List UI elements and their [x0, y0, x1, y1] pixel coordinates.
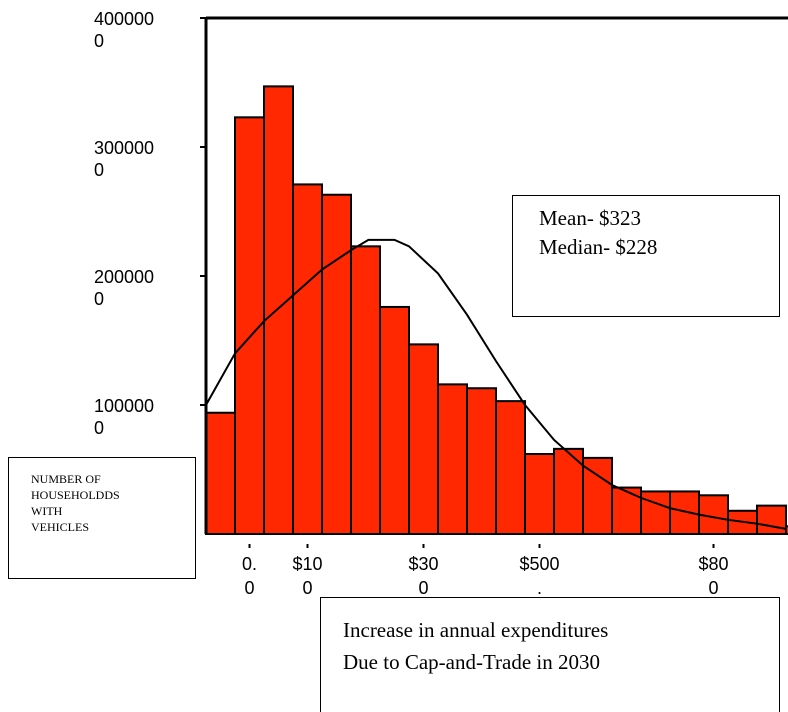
histogram-bar: [495, 400, 526, 535]
x-axis-label-line-1: Increase in annual expenditures: [343, 618, 609, 642]
x-tick-label: $30 0: [408, 554, 439, 598]
histogram-bar: [611, 486, 642, 535]
y-tick-label: 200000 0: [94, 267, 155, 309]
x-axis-label-line-2: Due to Cap-and-Trade in 2030: [343, 650, 601, 674]
histogram-bar: [263, 85, 294, 536]
x-tick-label: $10 0: [292, 554, 323, 598]
histogram-bars: [205, 85, 788, 536]
histogram-bar: [756, 504, 787, 535]
y-tick-label: 100000 0: [94, 396, 155, 438]
histogram-bar: [292, 183, 323, 535]
y-tick-label: 300000 0: [94, 138, 155, 180]
x-tick-label: 0. 0: [241, 554, 257, 598]
histogram-bar: [524, 453, 555, 535]
median-label: Median- $228: [539, 235, 658, 259]
x-tick-marks: [248, 544, 715, 548]
mean-label: Mean- $323: [539, 206, 642, 230]
x-axis-label-box: Increase in annual expenditures Due to C…: [320, 597, 780, 712]
x-tick-label: $80 0: [698, 554, 729, 598]
histogram-bar: [437, 383, 468, 535]
histogram-bar: [466, 387, 497, 536]
x-tick-label: $500 .: [519, 554, 560, 598]
distribution-curve: [205, 238, 787, 530]
histogram-bar: [640, 490, 671, 535]
histogram-bar: [785, 525, 788, 536]
y-tick-label: 400000 0: [94, 9, 155, 51]
histogram-bar: [408, 343, 439, 535]
y-axis-label: NUMBER OF HOUSEHOLDDS WITH VEHICLES: [8, 457, 196, 579]
histogram-bar: [205, 411, 236, 535]
histogram-bar: [379, 305, 410, 535]
histogram-bar: [321, 193, 352, 535]
y-tick-marks: [200, 17, 206, 406]
histogram-bar: [350, 245, 381, 536]
stats-box: Mean- $323 Median- $228: [512, 195, 780, 317]
